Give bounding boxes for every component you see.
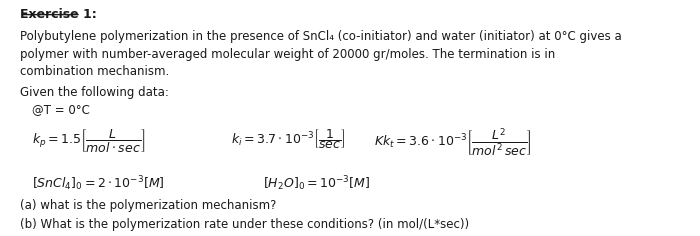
Text: Exercise 1:: Exercise 1:: [20, 8, 97, 21]
Text: Polybutylene polymerization in the presence of SnCl₄ (co-initiator) and water (i: Polybutylene polymerization in the prese…: [20, 30, 622, 43]
Text: polymer with number-averaged molecular weight of 20000 gr/moles. The termination: polymer with number-averaged molecular w…: [20, 48, 555, 61]
Text: combination mechanism.: combination mechanism.: [20, 65, 169, 78]
Text: (b) What is the polymerization rate under these conditions? (in mol/(L*sec)): (b) What is the polymerization rate unde…: [20, 218, 469, 231]
Text: Given the following data:: Given the following data:: [20, 86, 169, 99]
Text: $k_i = 3.7 \cdot 10^{-3}\left[\dfrac{1}{sec}\right]$: $k_i = 3.7 \cdot 10^{-3}\left[\dfrac{1}{…: [232, 127, 346, 151]
Text: $\left[SnCl_4\right]_0 = 2 \cdot 10^{-3}\left[M\right]$: $\left[SnCl_4\right]_0 = 2 \cdot 10^{-3}…: [32, 174, 165, 193]
Text: $k_p = 1.5\left[\dfrac{L}{mol \cdot sec}\right]$: $k_p = 1.5\left[\dfrac{L}{mol \cdot sec}…: [32, 127, 146, 154]
Text: $\left[H_2O\right]_0 = 10^{-3}\left[M\right]$: $\left[H_2O\right]_0 = 10^{-3}\left[M\ri…: [262, 174, 370, 193]
Text: @T = 0°C: @T = 0°C: [32, 103, 90, 117]
Text: (a) what is the polymerization mechanism?: (a) what is the polymerization mechanism…: [20, 199, 276, 212]
Text: $Kk_t = 3.6 \cdot 10^{-3}\left[\dfrac{L^2}{mol^2\,sec}\right]$: $Kk_t = 3.6 \cdot 10^{-3}\left[\dfrac{L^…: [374, 127, 532, 158]
